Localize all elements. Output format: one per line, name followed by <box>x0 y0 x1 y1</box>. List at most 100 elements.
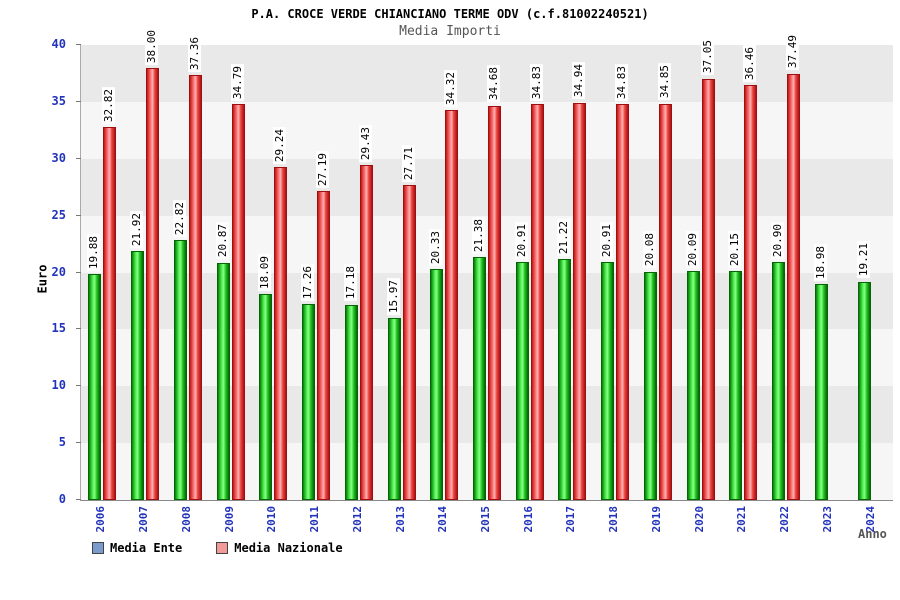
bar-media-ente <box>302 303 316 500</box>
plot-area: 19.88 32.82 21.92 38.00 22.82 37.36 20.87 34.79… <box>76 27 893 501</box>
bar-value-label: 38.00 <box>145 27 159 65</box>
x-tick-label-2011: 2011 <box>308 506 322 533</box>
bar-value-label: 27.19 <box>316 150 330 188</box>
bar-media-ente <box>857 281 871 500</box>
x-tick-label-2010: 2010 <box>265 506 279 533</box>
bar-media-nazionale <box>188 75 202 500</box>
x-tick-label-2023: 2023 <box>820 506 834 533</box>
bar-value-label: 27.71 <box>401 144 415 182</box>
y-tick-label: 5 <box>58 435 66 450</box>
bar-media-ente <box>344 304 358 500</box>
legend: Media Ente Media Nazionale <box>92 541 343 555</box>
x-tick-label-2022: 2022 <box>778 506 792 533</box>
bar-media-ente <box>88 273 102 500</box>
grid-band <box>81 158 893 216</box>
x-tick-label-2015: 2015 <box>479 506 492 533</box>
grid-band <box>81 386 893 444</box>
bar-media-nazionale <box>103 126 117 500</box>
chart-subtitle: Media Importi <box>399 24 501 39</box>
bar-media-nazionale <box>701 78 715 500</box>
grid-band <box>81 101 893 159</box>
bar-media-ente <box>601 262 615 500</box>
bar-value-label: 15.97 <box>386 278 400 316</box>
bar-value-label: 37.36 <box>187 34 201 73</box>
bar-media-ente <box>387 318 401 500</box>
y-tick-mark <box>76 499 81 500</box>
x-tick-label-2007: 2007 <box>137 506 151 533</box>
legend-label-media-nazionale: Media Nazionale <box>234 541 343 555</box>
x-tick-label-2014: 2014 <box>436 506 450 533</box>
y-tick-label: 25 <box>51 207 66 222</box>
bar-value-label: 20.15 <box>728 230 742 268</box>
bar-media-nazionale <box>658 103 672 500</box>
bar-value-label: 21.92 <box>130 210 144 248</box>
grid-band <box>81 443 893 500</box>
y-tick-label: 15 <box>51 321 66 336</box>
bar-value-label: 20.87 <box>215 222 229 260</box>
bar-value-label: 18.98 <box>813 243 827 282</box>
bar-value-label: 37.05 <box>700 38 714 76</box>
y-tick-mark <box>76 328 81 330</box>
bar-media-ente <box>473 256 486 500</box>
x-axis-title: Anno <box>858 527 887 541</box>
x-tick-label-2016: 2016 <box>521 506 535 533</box>
bar-value-label: 22.82 <box>172 200 186 238</box>
bar-media-nazionale <box>231 104 245 500</box>
y-tick-mark <box>76 157 81 159</box>
y-tick-label: 40 <box>51 37 66 51</box>
x-tick-label-2017: 2017 <box>564 506 578 533</box>
bar-media-ente <box>216 262 230 500</box>
bar-media-ente <box>515 262 529 500</box>
y-tick-mark <box>76 385 81 387</box>
bar-media-nazionale <box>744 85 758 500</box>
bar-value-label: 19.21 <box>856 241 870 279</box>
bar-media-ente <box>259 294 273 500</box>
bar-media-nazionale <box>530 103 544 500</box>
y-axis-labels: 0 5 10 15 20 25 30 35 40 <box>0 37 74 506</box>
bar-media-ente <box>558 258 572 500</box>
grid-band <box>81 272 893 330</box>
bar-value-label: 37.49 <box>786 33 800 71</box>
x-tick-label-2019: 2019 <box>649 506 663 533</box>
bar-value-label: 20.90 <box>771 222 785 260</box>
x-tick-label-2018: 2018 <box>607 506 621 533</box>
bar-media-nazionale <box>317 190 331 500</box>
bar-value-label: 21.22 <box>557 218 571 256</box>
bar-value-label: 29.43 <box>358 125 372 163</box>
bar-value-label: 34.94 <box>572 62 586 100</box>
bar-value-label: 34.68 <box>487 65 500 103</box>
bar-value-label: 20.33 <box>429 228 443 266</box>
bar-media-nazionale <box>787 73 801 500</box>
bar-media-ente <box>686 271 700 500</box>
bar-value-label: 34.83 <box>529 63 543 101</box>
bar-media-nazionale <box>573 102 587 500</box>
y-tick-label: 10 <box>51 378 66 393</box>
x-tick-label-2013: 2013 <box>393 506 407 533</box>
x-tick-label-2009: 2009 <box>222 506 236 533</box>
bar-value-label: 29.24 <box>273 127 287 165</box>
bar-value-label: 20.91 <box>514 222 528 260</box>
y-tick-label: 20 <box>51 264 66 279</box>
grid-band <box>81 329 893 387</box>
y-tick-label: 0 <box>58 492 66 506</box>
bar-value-label: 20.09 <box>685 231 699 269</box>
bar-value-label: 17.18 <box>343 264 357 302</box>
bar-value-label: 17.26 <box>301 263 315 301</box>
legend-swatch-media-ente <box>92 542 104 554</box>
bar-value-label: 20.08 <box>642 231 656 269</box>
x-tick-label-2006: 2006 <box>94 506 108 533</box>
bar-media-ente <box>814 284 828 500</box>
bar-value-label: 32.82 <box>102 86 116 124</box>
bar-value-label: 34.83 <box>615 63 629 101</box>
bar-value-label: 34.32 <box>444 69 458 107</box>
x-tick-label-2021: 2021 <box>735 506 749 533</box>
bar-media-ente <box>772 262 786 500</box>
bar-value-label: 34.85 <box>657 63 671 101</box>
bar-value-label: 20.91 <box>600 222 614 260</box>
bar-media-nazionale <box>359 165 373 500</box>
bar-media-ente <box>729 270 743 500</box>
y-tick-mark <box>76 100 81 102</box>
legend-label-media-ente: Media Ente <box>110 541 183 555</box>
bar-media-ente <box>430 268 444 500</box>
bar-media-ente <box>643 271 657 500</box>
